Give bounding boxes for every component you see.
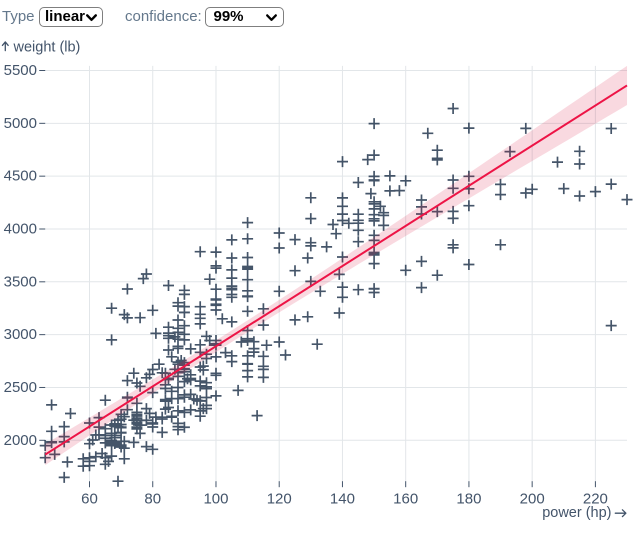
svg-text:2000: 2000	[4, 432, 37, 449]
svg-text:80: 80	[144, 491, 161, 508]
svg-text:140: 140	[330, 491, 355, 508]
svg-text:4500: 4500	[4, 168, 37, 185]
svg-text:220: 220	[583, 491, 608, 508]
svg-text:2500: 2500	[4, 379, 37, 396]
svg-text:60: 60	[81, 491, 98, 508]
svg-text:power (hp): power (hp)	[542, 505, 611, 521]
svg-text:180: 180	[456, 491, 481, 508]
svg-text:160: 160	[393, 491, 418, 508]
svg-text:200: 200	[520, 491, 545, 508]
svg-text:weight (lb): weight (lb)	[13, 40, 81, 56]
svg-text:120: 120	[267, 491, 292, 508]
svg-text:3000: 3000	[4, 326, 37, 343]
svg-text:3500: 3500	[4, 273, 37, 290]
svg-text:100: 100	[203, 491, 228, 508]
svg-text:4000: 4000	[4, 220, 37, 237]
svg-text:5000: 5000	[4, 115, 37, 132]
svg-text:5500: 5500	[4, 62, 37, 79]
